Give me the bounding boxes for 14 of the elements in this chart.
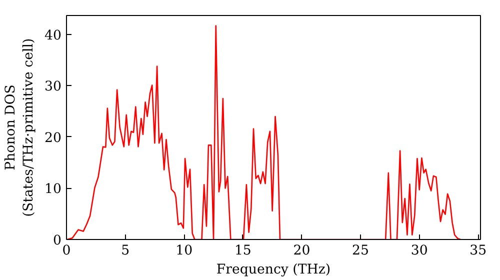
x-axis-title: Frequency (THz) (216, 262, 331, 278)
y-tick-label: 0 (53, 234, 62, 248)
x-tick-label: 5 (121, 244, 130, 258)
y-tick-label: 20 (44, 130, 62, 146)
x-tick-label: 35 (470, 244, 487, 258)
x-tick-label: 20 (293, 244, 310, 258)
y-tick-label: 30 (44, 80, 62, 95)
x-tick-label: 15 (234, 244, 252, 258)
x-tick-label: 25 (352, 244, 370, 258)
y-axis-title: Phonon DOS (States/THz·primitive cell) (4, 38, 37, 217)
y-tick-label: 10 (44, 182, 62, 198)
x-tick-label: 30 (410, 244, 428, 258)
x-tick-label: 10 (176, 244, 193, 258)
y-tick-label: 40 (44, 28, 62, 44)
